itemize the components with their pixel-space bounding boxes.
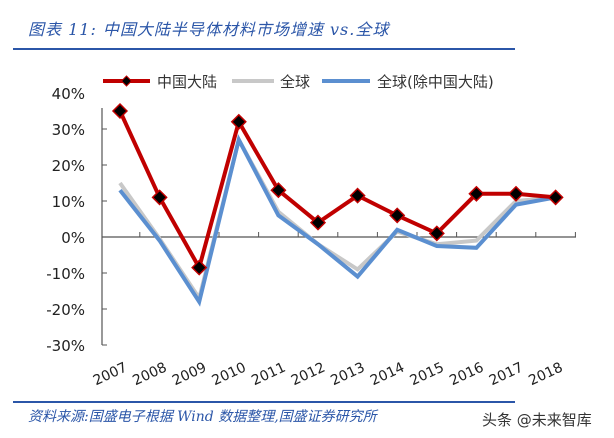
- y-tick-label: 10%: [52, 193, 85, 211]
- title-divider: [13, 48, 515, 50]
- series-line: [118, 110, 556, 273]
- diamond-marker-icon: [230, 113, 247, 130]
- y-tick-label: 20%: [52, 157, 85, 175]
- y-tick-label: 30%: [52, 121, 85, 139]
- y-tick-label: 40%: [52, 85, 85, 103]
- x-tick-label: 2010: [210, 360, 249, 390]
- x-tick-label: 2013: [328, 360, 367, 390]
- line-chart: 中国大陆 全球 全球(除中国大陆) 40% 30% 20% 10% 0% -10% -20% -3…: [46, 73, 576, 390]
- legend-label: 全球: [280, 73, 310, 91]
- x-tick-label: 2009: [170, 360, 209, 390]
- diamond-marker-icon: [309, 214, 327, 231]
- diamond-marker-icon: [111, 102, 129, 120]
- y-tick-label: -30%: [46, 337, 85, 355]
- x-tick-label: 2015: [408, 360, 447, 390]
- diamond-marker-icon: [120, 75, 133, 87]
- chart-series: [111, 102, 564, 307]
- x-tick-label: 2017: [487, 360, 526, 390]
- figure-title: 图表 11: 中国大陆半导体材料市场增速 vs.全球: [28, 20, 390, 39]
- diamond-marker-icon: [191, 259, 208, 276]
- x-tick-label: 2008: [130, 360, 169, 390]
- diamond-marker-icon: [389, 207, 406, 224]
- x-tick-label: 2014: [368, 360, 407, 390]
- diamond-marker-icon: [507, 185, 525, 202]
- watermark: 头条 @未来智库: [482, 411, 592, 429]
- legend-label: 全球(除中国大陆): [377, 73, 494, 91]
- diamond-marker-icon: [468, 185, 485, 202]
- y-tick-label: -10%: [46, 265, 85, 283]
- diamond-marker-icon: [547, 189, 564, 206]
- y-tick-label: -20%: [46, 301, 85, 319]
- diamond-marker-icon: [349, 187, 366, 204]
- diamond-marker-icon: [270, 182, 287, 199]
- footer-divider: [13, 401, 515, 403]
- y-axis: 40% 30% 20% 10% 0% -10% -20% -30%: [46, 85, 107, 355]
- x-tick-label: 2012: [289, 360, 328, 390]
- legend-label: 中国大陆: [157, 73, 217, 91]
- diamond-marker-icon: [151, 189, 168, 206]
- x-tick-label: 2018: [526, 360, 565, 390]
- x-tick-label: 2016: [447, 360, 486, 390]
- series-line: [118, 134, 556, 307]
- x-tick-label: 2007: [91, 360, 130, 390]
- chart-legend: 中国大陆 全球 全球(除中国大陆): [103, 73, 494, 91]
- source-note: 资料来源:国盛电子根据 Wind 数据整理,国盛证券研究所: [28, 409, 377, 425]
- x-tick-label: 2011: [249, 360, 288, 390]
- y-tick-label: 0%: [61, 229, 85, 247]
- diamond-marker-icon: [428, 225, 445, 242]
- series-line: [118, 134, 556, 304]
